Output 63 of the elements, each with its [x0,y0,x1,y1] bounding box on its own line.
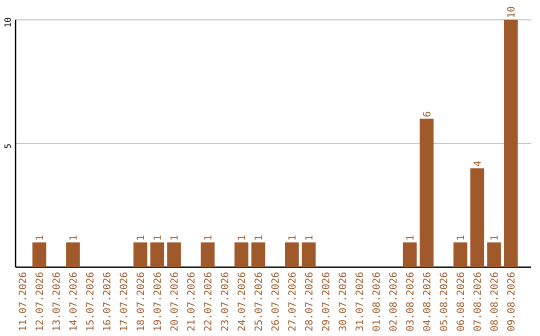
data-label: 1 [456,235,464,240]
x-tick-label: 22.07.2026 [204,272,212,330]
bar [285,242,299,267]
bar [200,242,215,267]
data-label: 1 [69,235,77,240]
data-label: 1 [490,235,498,240]
bar [453,242,468,267]
x-tick-label: 28.07.2026 [305,272,313,330]
x-tick-label: 11.07.2026 [18,272,26,330]
bar [32,242,46,267]
x-tick-label: 31.07.2026 [356,272,364,331]
y-tick-label: 5 [4,144,11,148]
x-tick-label: 27.07.2026 [288,272,296,330]
x-tick-label: 12.07.2026 [36,272,44,330]
bar [234,242,248,267]
x-tick-label: 21.07.2026 [187,272,195,330]
x-tick-label: 08.08.2026 [490,272,498,331]
x-tick-label: 24.07.2026 [238,272,246,330]
x-tick-label: 01.08.2026 [372,272,380,331]
data-label: 1 [204,235,212,240]
data-label: 1 [305,235,312,240]
x-tick-label: 17.07.2026 [120,272,128,330]
data-label: 1 [36,235,43,240]
data-label: 1 [406,235,414,240]
x-tick-label: 09.08.2026 [507,272,515,331]
data-label: 1 [170,235,178,240]
x-tick-label: 07.08.2026 [473,272,481,331]
x-tick-label: 25.07.2026 [254,272,262,330]
data-label: 1 [238,235,246,240]
bar [504,20,518,267]
x-tick-label: 23.07.2026 [220,272,228,330]
bar [420,118,434,267]
bar [167,242,181,267]
x-tick-label: 19.07.2026 [153,272,161,330]
bar [402,242,417,267]
bar [302,242,316,267]
bar [150,242,164,267]
x-tick-label: 06.08.2026 [456,272,464,331]
bar [487,242,501,267]
data-label: 1 [136,235,144,240]
x-tick-label: 14.07.2026 [69,272,77,330]
bar [133,242,148,267]
x-tick-label: 02.08.2026 [389,272,397,331]
x-tick-label: 13.07.2026 [52,272,60,330]
x-tick-label: 16.07.2026 [102,272,110,330]
x-tick-label: 04.08.2026 [422,272,430,331]
bar [470,168,484,267]
data-label: 4 [474,160,481,166]
data-label: 1 [254,235,262,240]
x-tick-label: 03.08.2026 [406,272,414,331]
data-label: 10 [507,6,515,17]
x-tick-label: 15.07.2026 [86,272,94,330]
data-label: 1 [288,235,296,240]
x-tick-label: 26.07.2026 [271,272,279,330]
data-label: 6 [422,112,430,116]
bar [66,242,80,267]
x-tick-label: 18.07.2026 [136,272,144,330]
data-label: 1 [154,235,161,240]
x-tick-label: 30.07.2026 [338,272,346,331]
x-tick-label: 29.07.2026 [322,272,330,330]
bar [251,242,266,267]
x-tick-label: 20.07.2026 [170,272,178,330]
x-tick-label: 05.08.2026 [440,272,448,331]
